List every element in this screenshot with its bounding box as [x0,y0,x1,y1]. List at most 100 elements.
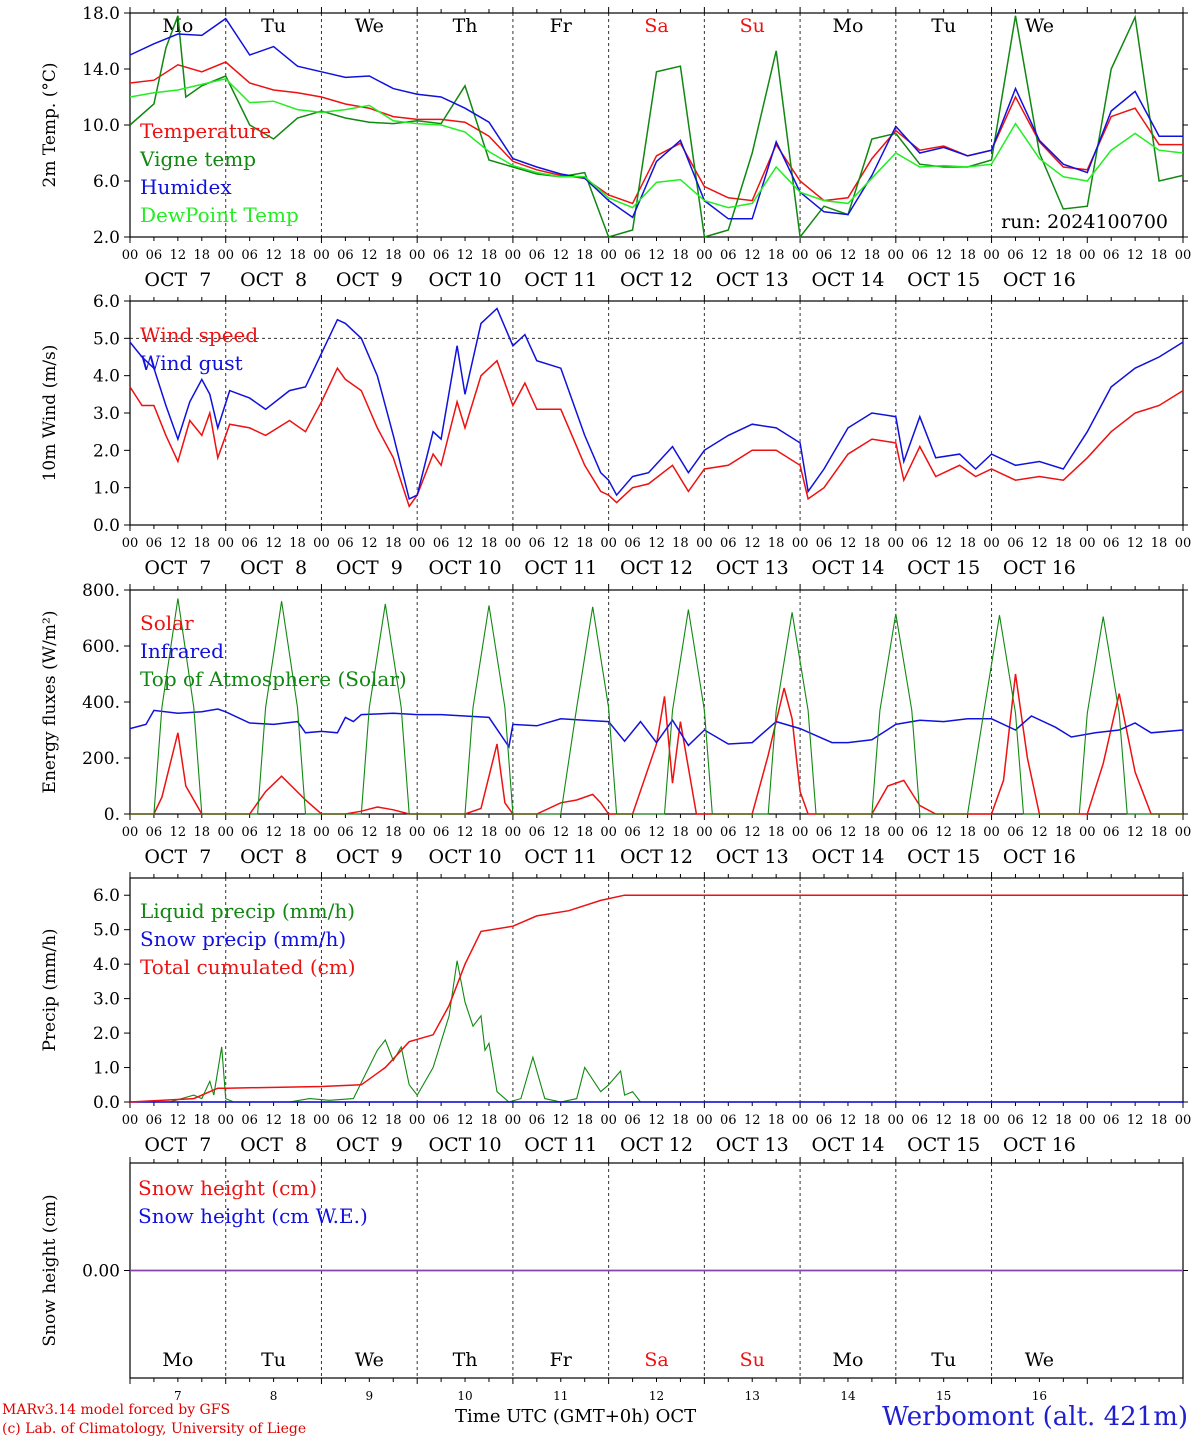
hour-tick-label: 06 [529,825,546,840]
y-tick-label: 6.0 [93,886,120,906]
hour-tick-label: 12 [1031,1113,1048,1128]
day-number: 15 [936,1389,951,1403]
hour-tick-label: 12 [1127,248,1144,263]
day-name: Sa [644,15,668,37]
y-tick-label: 10.0 [82,116,120,136]
hour-tick-label: 00 [122,825,139,840]
hour-tick-label: 18 [1151,536,1168,551]
hour-tick-label: 00 [1175,1113,1192,1128]
day-name: We [355,1349,384,1371]
hour-tick-label: 12 [457,1113,474,1128]
hour-tick-label: 00 [409,1113,426,1128]
panel-precip: 0.0 1.0 2.0 3.0 4.0 5.0 6.0 Precip (mm/h) 00 06 12… [40,872,1191,1156]
hour-tick-label: 06 [720,536,737,551]
hour-tick-label: 06 [911,536,928,551]
hour-tick-label: 12 [361,1113,378,1128]
day-number: 10 [457,1389,472,1403]
day-name: Th [453,15,478,37]
hour-tick-label: 06 [816,825,833,840]
hour-tick-label: 12 [552,248,569,263]
hour-tick-label: 06 [433,536,450,551]
day-name: Th [453,1349,478,1371]
hour-tick-label: 18 [864,825,881,840]
hour-tick-label: 12 [552,1113,569,1128]
date-label: OCT 9 [336,1134,403,1156]
hour-tick-label: 00 [792,536,809,551]
hour-tick-label: 18 [768,825,785,840]
date-label: OCT 16 [1003,1134,1076,1156]
y-tick-label: 6.0 [93,292,120,312]
hour-tick-label: 06 [624,1113,641,1128]
hour-tick-label: 12 [935,1113,952,1128]
hour-tick-label: 12 [648,536,665,551]
plot-frame [129,300,1184,526]
hour-tick-label: 12 [457,248,474,263]
hour-tick-label: 06 [146,536,163,551]
date-label: OCT 12 [620,269,693,291]
date-label: OCT 12 [620,557,693,579]
hour-tick-label: 18 [1151,825,1168,840]
hour-tick-label: 18 [1151,248,1168,263]
date-label: OCT 11 [524,1134,597,1156]
y-tick-label: 400. [82,693,120,713]
hour-tick-label: 00 [696,536,713,551]
hour-tick-label: 00 [217,248,234,263]
hour-tick-label: 00 [696,825,713,840]
y-axis-label: 2m Temp. (°C) [40,62,60,187]
date-label: OCT 10 [429,557,502,579]
legend-entry: Top of Atmosphere (Solar) [140,667,407,691]
y-tick-label: 0.0 [93,1093,120,1113]
hour-tick-label: 06 [911,825,928,840]
day-name: Tu [931,1349,956,1371]
hour-tick-label: 00 [1079,825,1096,840]
date-label: OCT 14 [811,1134,884,1156]
hour-tick-label: 00 [696,248,713,263]
time-axis-label: Time UTC (GMT+0h) OCT [455,1406,697,1427]
y-axis-label: Energy fluxes (W/m²) [40,611,60,794]
hour-tick-label: 18 [481,1113,498,1128]
panel-snow: 0.00 Snow height (cm) Mo Tu We Th Fr Sa Su Mo Tu We… [40,1157,1188,1403]
hour-tick-label: 12 [935,825,952,840]
hour-tick-label: 18 [1055,1113,1072,1128]
hour-tick-label: 06 [816,1113,833,1128]
hour-tick-label: 18 [385,248,402,263]
hour-tick-label: 18 [194,248,211,263]
hour-tick-label: 18 [1055,248,1072,263]
series-line-temperature [129,61,1183,205]
hour-tick-label: 18 [959,248,976,263]
hour-tick-label: 00 [983,825,1000,840]
hour-tick-label: 18 [194,536,211,551]
hour-tick-label: 00 [217,1113,234,1128]
date-label: OCT 7 [144,846,211,868]
hour-tick-label: 00 [983,1113,1000,1128]
hour-tick-label: 12 [552,825,569,840]
hour-tick-label: 18 [481,248,498,263]
hour-tick-label: 06 [1103,248,1120,263]
day-name: Su [740,15,765,37]
hour-tick-label: 00 [122,536,139,551]
hour-tick-label: 12 [361,825,378,840]
y-tick-label: 3.0 [93,404,120,424]
date-label: OCT 15 [907,1134,980,1156]
hour-tick-label: 18 [959,536,976,551]
hour-tick-label: 18 [768,248,785,263]
hour-tick-label: 00 [122,1113,139,1128]
hour-tick-label: 06 [241,248,258,263]
day-number: 13 [745,1389,760,1403]
hour-tick-label: 18 [864,248,881,263]
hour-tick-label: 06 [816,248,833,263]
hour-tick-label: 00 [217,536,234,551]
hour-tick-label: 00 [313,248,330,263]
hour-tick-label: 12 [265,825,282,840]
hour-tick-label: 12 [457,825,474,840]
legend-entry: Snow height (cm) [138,1176,317,1200]
day-name: Tu [261,1349,286,1371]
hour-tick-label: 18 [959,1113,976,1128]
hour-tick-label: 12 [840,1113,857,1128]
hour-tick-label: 12 [265,1113,282,1128]
date-label: OCT 11 [524,269,597,291]
hour-tick-label: 18 [768,1113,785,1128]
hour-tick-label: 12 [840,248,857,263]
day-number: 16 [1032,1389,1047,1403]
hour-tick-label: 00 [600,825,617,840]
